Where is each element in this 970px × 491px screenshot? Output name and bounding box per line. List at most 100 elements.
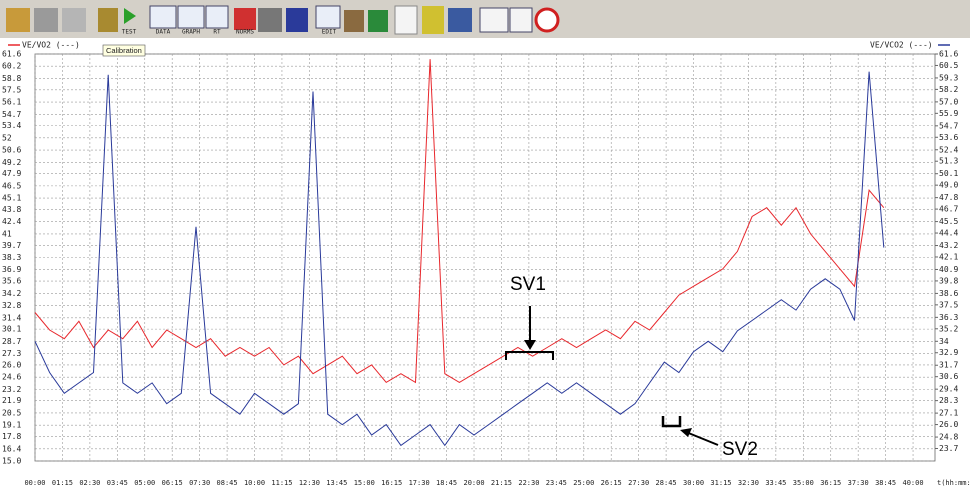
icon[interactable] [448, 8, 472, 32]
x-tick-label: 25:00 [573, 479, 594, 487]
y-tick-label: 39.7 [2, 241, 21, 250]
y2-tick-label: 50.1 [939, 169, 958, 178]
y2-tick-label: 47.8 [939, 193, 958, 202]
x-tick-label: 18:45 [436, 479, 457, 487]
y-tick-label: 20.5 [2, 408, 21, 417]
annotation: SV1 [510, 274, 546, 295]
toolbar-label: GRAPH [182, 29, 200, 36]
y-tick-label: 41 [2, 229, 12, 238]
y2-tick-label: 29.4 [939, 385, 958, 394]
icon[interactable] [315, 5, 341, 29]
y-tick-label: 30.1 [2, 325, 21, 334]
x-tick-label: 07:30 [189, 479, 210, 487]
sv2-arrowhead [680, 428, 692, 437]
y-tick-label: 42.4 [2, 217, 21, 226]
x-tick-label: 26:15 [601, 479, 622, 487]
legend-label: VE/VO2 (---) [22, 41, 80, 50]
icon[interactable] [62, 8, 86, 32]
icon[interactable] [479, 7, 509, 33]
x-tick-label: 30:00 [683, 479, 704, 487]
plot: 61.6 60.2 58.8 57.5 56.1 54.7 53.4 52 50.6 49.2 47… [2, 41, 970, 488]
toolbar-label: EDIT [322, 29, 337, 36]
y-tick-label: 45.1 [2, 194, 21, 203]
icon[interactable] [422, 6, 444, 34]
icon[interactable] [509, 7, 533, 33]
tooltip-box [102, 44, 146, 57]
y-tick-label: 21.9 [2, 396, 21, 405]
y2-tick-label: 44.4 [939, 229, 958, 238]
icon[interactable] [234, 8, 256, 30]
y2-tick-label: 59.3 [939, 73, 958, 82]
x-tick-label: 27:30 [628, 479, 649, 487]
y2-tick-label: 42.1 [939, 252, 958, 261]
y2-tick-label: 53.6 [939, 133, 958, 142]
sv1-bracket [505, 351, 554, 360]
y-tick-label: 54.7 [2, 110, 21, 119]
icon[interactable] [34, 8, 58, 32]
y2-tick-label: 27.1 [939, 409, 958, 418]
icon[interactable] [149, 5, 177, 29]
toolbar-label: NORMS [236, 29, 254, 36]
y2-tick-label: 37.5 [939, 300, 958, 309]
series-line [34, 59, 885, 384]
x-tick-label: 20:00 [463, 479, 484, 487]
x-tick-label: 03:45 [107, 479, 128, 487]
x-tick-label: 15:00 [354, 479, 375, 487]
icon[interactable] [344, 10, 364, 32]
y-tick-label: 35.6 [2, 277, 21, 286]
y2-tick-label: 28.3 [939, 396, 958, 405]
y2-tick-label: 23.7 [939, 444, 958, 453]
x-axis-label: t(hh:mm:ss) [937, 479, 970, 487]
x-tick-label: 33:45 [765, 479, 786, 487]
x-tick-label: 35:00 [793, 479, 814, 487]
toolbar-icons [6, 5, 560, 35]
icon[interactable] [534, 7, 560, 33]
y2-tick-label: 51.3 [939, 157, 958, 166]
icon[interactable] [368, 10, 388, 32]
icon[interactable] [258, 8, 282, 32]
x-tick-label: 11:15 [271, 479, 292, 487]
x-tick-label: 22:30 [518, 479, 539, 487]
y2-tick-label: 39.8 [939, 276, 958, 285]
y-tick-label: 49.2 [2, 158, 21, 167]
y-tick-label: 26.0 [2, 360, 21, 369]
x-tick-label: 00:00 [24, 479, 45, 487]
y2-tick-label: 35.2 [939, 324, 958, 333]
x-tick-label: 21:15 [491, 479, 512, 487]
icon[interactable] [98, 8, 118, 32]
x-tick-label: 10:00 [244, 479, 265, 487]
y-tick-label: 43.8 [2, 205, 21, 214]
y2-tick-label: 36.3 [939, 313, 958, 322]
x-tick-label: 06:15 [162, 479, 183, 487]
y-tick-label: 36.9 [2, 265, 21, 274]
y-tick-label: 58.8 [2, 74, 21, 83]
x-tick-label: 12:30 [299, 479, 320, 487]
y2-tick-label: 40.9 [939, 265, 958, 274]
y2-tick-label: 38.6 [939, 289, 958, 298]
toolbar-label: TEST [122, 29, 137, 36]
x-tick-label: 36:15 [820, 479, 841, 487]
icon[interactable] [6, 8, 30, 32]
icon[interactable] [394, 5, 418, 35]
sv1-arrowhead [524, 340, 536, 350]
y2-tick-label: 46.7 [939, 205, 958, 214]
icon[interactable] [205, 5, 229, 29]
y-tick-label: 31.4 [2, 313, 21, 322]
x-tick-label: 32:30 [738, 479, 759, 487]
y2-tick-label: 45.5 [939, 217, 958, 226]
sv2-bracket [661, 416, 682, 428]
x-tick-label: 17:30 [409, 479, 430, 487]
icon[interactable] [177, 5, 205, 29]
tooltip: Calibration [106, 46, 142, 55]
x-tick-label: 05:00 [134, 479, 155, 487]
icon[interactable] [124, 8, 136, 24]
x-tick-label: 31:15 [710, 479, 731, 487]
y-tick-label: 16.4 [2, 444, 21, 453]
y2-tick-label: 31.7 [939, 361, 958, 370]
y2-tick-label: 52.4 [939, 145, 958, 154]
y-tick-label: 15.0 [2, 457, 21, 466]
icon[interactable] [286, 8, 308, 32]
y2-tick-label: 24.8 [939, 433, 958, 442]
y-tick-label: 28.7 [2, 337, 21, 346]
